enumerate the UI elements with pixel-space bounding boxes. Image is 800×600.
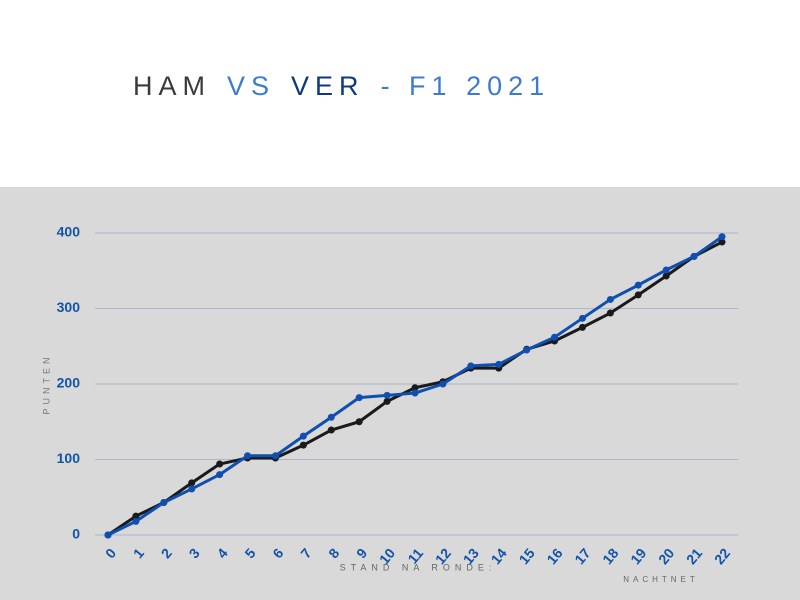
data-point [160, 499, 168, 507]
data-point [606, 309, 614, 317]
title-part: VER [291, 71, 365, 101]
y-tick-label: 0 [72, 526, 80, 542]
data-point [718, 238, 726, 246]
data-point [495, 360, 503, 368]
title-part: HAM [133, 71, 211, 101]
data-point [662, 272, 670, 280]
data-point [662, 266, 670, 274]
data-point [188, 485, 196, 493]
data-point [467, 362, 475, 370]
data-point [383, 391, 391, 399]
data-point [578, 323, 586, 331]
title-part: VS [227, 71, 275, 101]
data-point [355, 418, 363, 426]
y-tick-label: 400 [57, 224, 81, 240]
data-point [690, 252, 698, 260]
data-point [551, 333, 559, 341]
y-axis-label: PUNTEN [41, 353, 51, 414]
data-point [216, 471, 224, 479]
data-point [383, 397, 391, 405]
data-point [606, 295, 614, 303]
data-point [216, 460, 224, 468]
data-point [244, 452, 252, 460]
data-point [411, 389, 419, 397]
data-point [327, 413, 335, 421]
data-point [271, 452, 279, 460]
data-point [411, 384, 419, 392]
y-tick-label: 100 [57, 450, 81, 466]
x-axis-label: STAND NA RONDE: [340, 562, 497, 572]
data-point [439, 380, 447, 388]
data-point [132, 512, 140, 520]
data-point [634, 281, 642, 289]
y-tick-label: 200 [57, 375, 81, 391]
y-tick-label: 300 [57, 299, 81, 315]
title-part: - F1 2021 [381, 71, 551, 101]
data-point [634, 291, 642, 299]
data-point [188, 479, 196, 487]
data-point [355, 394, 363, 402]
data-point [299, 432, 307, 440]
data-point [578, 314, 586, 322]
data-point [299, 441, 307, 449]
chart-title: HAM VS VER - F1 2021 [133, 71, 550, 101]
watermark: NACHTNET [623, 575, 699, 584]
data-point [718, 233, 726, 241]
data-point [523, 346, 531, 354]
header-background [0, 0, 800, 187]
data-point [132, 517, 140, 525]
data-point [327, 426, 335, 434]
data-point [104, 531, 112, 539]
